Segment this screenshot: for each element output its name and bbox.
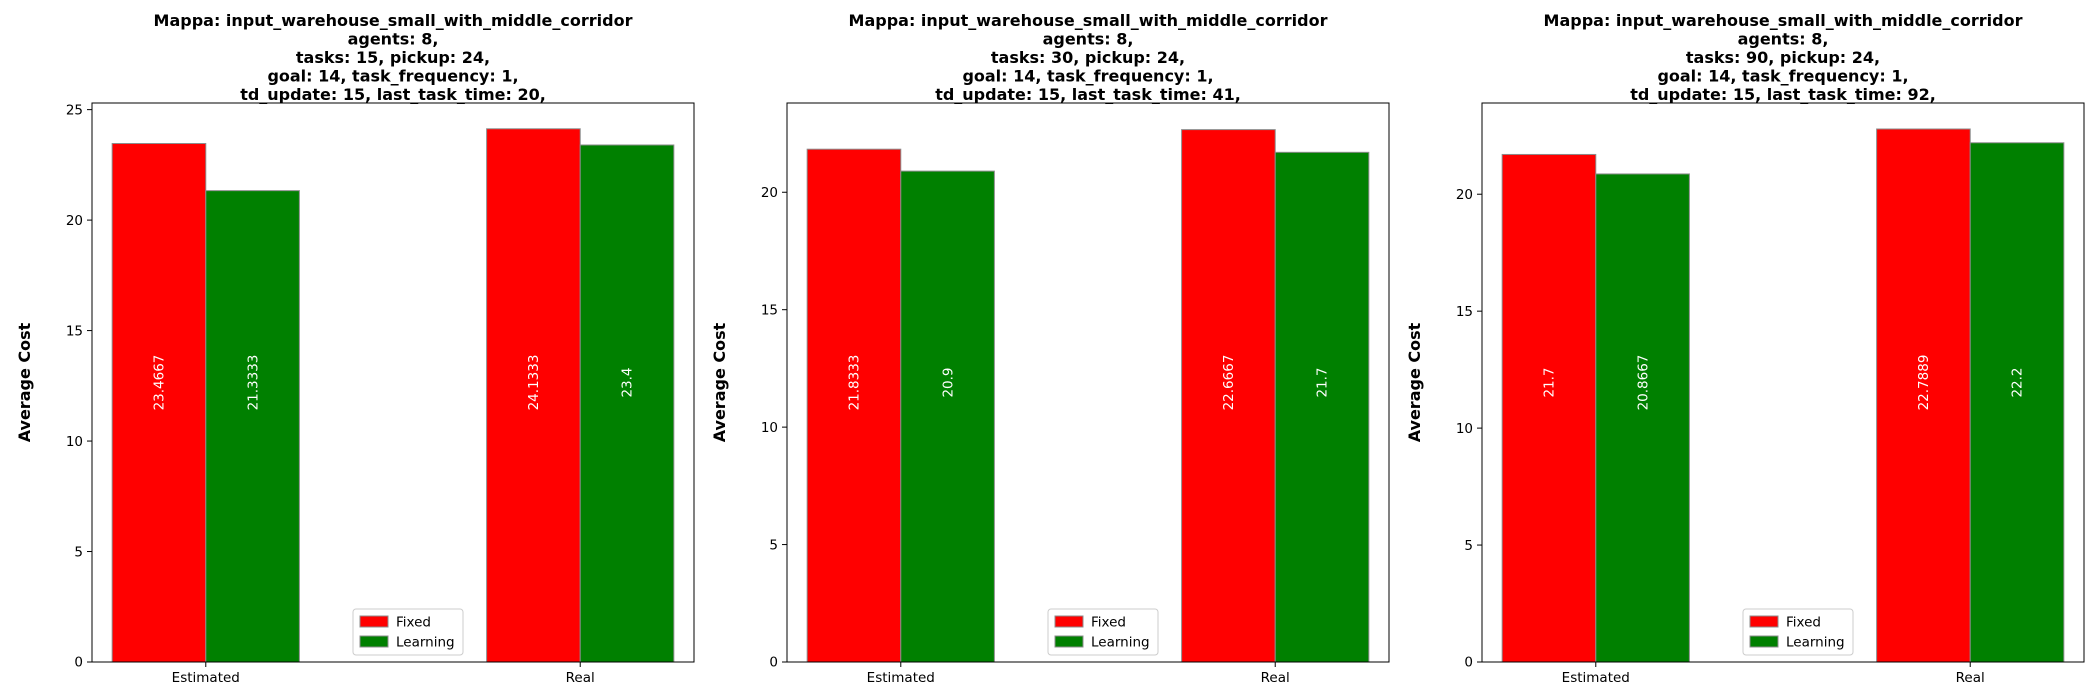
bar-learning-real	[1969, 142, 2065, 663]
chart-title-line: td_update: 15, last_task_time: 92,	[1630, 85, 1936, 104]
bar-value-label: 21.8333	[847, 355, 863, 411]
legend-label: Learning	[396, 635, 455, 651]
legend-swatch-fixed	[1749, 615, 1779, 628]
legend-label: Learning	[1091, 635, 1150, 651]
bar-learning-real	[579, 144, 675, 663]
y-tick-label: 20	[761, 185, 778, 201]
y-tick-label: 20	[66, 213, 83, 229]
bar-value-label: 21.7	[1315, 367, 1331, 397]
bar-fixed-estimated	[1501, 153, 1597, 663]
axes-frame	[786, 102, 1390, 663]
y-tick-label: 10	[761, 420, 778, 436]
y-axis-label: Average Cost	[710, 322, 729, 442]
legend-swatch-fixed	[1054, 615, 1084, 628]
y-tick-label: 5	[74, 544, 83, 560]
bar-learning-estimated	[900, 170, 995, 663]
y-tick-label: 15	[1456, 304, 1473, 320]
chart-title-line: agents: 8,	[1738, 30, 1829, 49]
y-tick-label: 10	[66, 434, 83, 450]
bar-value-label: 22.7889	[1916, 355, 1932, 411]
chart-panel-1: Mappa: input_warehouse_small_with_middle…	[15, 11, 695, 686]
y-tick-label: 0	[74, 655, 83, 671]
chart-title-line: tasks: 15, pickup: 24,	[296, 48, 490, 67]
legend: Fixed Learning	[352, 608, 464, 656]
bar-fixed-real	[1876, 128, 1971, 663]
legend-swatch-learning	[1054, 635, 1084, 648]
y-axis-label: Average Cost	[15, 322, 34, 442]
legend-swatch-learning	[1749, 635, 1779, 648]
y-tick-label: 0	[1464, 655, 1473, 671]
chart-panel-3: Mappa: input_warehouse_small_with_middle…	[1405, 11, 2085, 686]
chart-title-line: Mappa: input_warehouse_small_with_middle…	[849, 11, 1328, 30]
y-tick-label: 15	[66, 323, 83, 339]
axes-frame	[1481, 102, 2085, 663]
chart-title-line: td_update: 15, last_task_time: 41,	[935, 85, 1241, 104]
bar-value-label: 23.4667	[152, 355, 168, 411]
legend-swatch-fixed	[359, 615, 389, 628]
bar-learning-real	[1274, 151, 1370, 663]
bar-value-label: 22.6667	[1221, 355, 1237, 411]
y-tick-label: 5	[769, 537, 778, 553]
x-tick-label: Real	[566, 670, 595, 686]
y-tick-label: 0	[769, 655, 778, 671]
legend-swatch-learning	[359, 635, 389, 648]
x-tick-label: Real	[1261, 670, 1290, 686]
bar-fixed-real	[486, 128, 581, 663]
chart-panel-2: Mappa: input_warehouse_small_with_middle…	[710, 11, 1390, 686]
legend-label: Learning	[1786, 635, 1845, 651]
chart-title-line: goal: 14, task_frequency: 1,	[1657, 67, 1908, 86]
x-tick-label: Estimated	[1562, 670, 1630, 686]
bar-learning-estimated	[1595, 173, 1690, 663]
bar-value-label: 21.3333	[245, 355, 261, 411]
bar-value-label: 23.4	[620, 367, 636, 397]
y-tick-label: 20	[1456, 187, 1473, 203]
y-tick-label: 25	[66, 102, 83, 118]
chart-title-line: Mappa: input_warehouse_small_with_middle…	[1544, 11, 2023, 30]
legend-label: Fixed	[396, 615, 431, 631]
legend-label: Fixed	[1091, 615, 1126, 631]
bar-value-label: 20.8667	[1635, 355, 1651, 411]
x-tick-label: Real	[1956, 670, 1985, 686]
x-tick-label: Estimated	[172, 670, 240, 686]
chart-title-line: goal: 14, task_frequency: 1,	[962, 67, 1213, 86]
legend: Fixed Learning	[1742, 608, 1854, 656]
axes-frame	[91, 102, 695, 663]
bar-value-label: 24.1333	[526, 355, 542, 411]
chart-title-line: tasks: 90, pickup: 24,	[1686, 48, 1880, 67]
bar-learning-estimated	[205, 190, 300, 663]
y-axis-label: Average Cost	[1405, 322, 1424, 442]
legend: Fixed Learning	[1047, 608, 1159, 656]
chart-title-line: Mappa: input_warehouse_small_with_middle…	[154, 11, 633, 30]
chart-title-line: goal: 14, task_frequency: 1,	[267, 67, 518, 86]
bar-value-label: 20.9	[940, 367, 956, 397]
y-tick-label: 10	[1456, 421, 1473, 437]
chart-title-line: td_update: 15, last_task_time: 20,	[240, 85, 546, 104]
bar-value-label: 22.2	[2010, 367, 2026, 397]
x-tick-label: Estimated	[867, 670, 935, 686]
chart-title-line: agents: 8,	[1043, 30, 1134, 49]
chart-title-line: tasks: 30, pickup: 24,	[991, 48, 1185, 67]
chart-title-line: agents: 8,	[348, 30, 439, 49]
legend-label: Fixed	[1786, 615, 1821, 631]
bar-fixed-estimated	[111, 143, 207, 663]
y-tick-label: 5	[1464, 538, 1473, 554]
bar-value-label: 21.7	[1542, 367, 1558, 397]
y-tick-label: 15	[761, 302, 778, 318]
